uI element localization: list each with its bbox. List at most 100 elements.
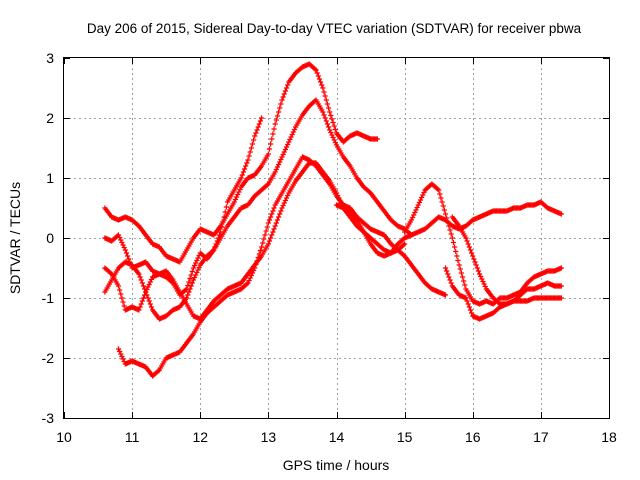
y-axis-label: SDTVAR / TECUs [7,182,23,294]
data-point [121,303,127,309]
data-point [266,146,273,152]
data-point [420,192,426,198]
data-point [238,175,244,181]
data-point [469,310,475,316]
data-point [409,214,416,221]
data-point [241,166,248,172]
data-point [411,212,417,218]
data-point [283,195,290,201]
data-point [195,255,201,261]
data-point [258,244,265,250]
data-point [289,131,295,138]
data-point [120,299,126,305]
series-1 [102,61,380,265]
series-6 [333,199,564,259]
data-point [189,280,195,286]
data-point [265,151,271,157]
data-point [121,244,127,251]
data-point [455,257,461,264]
data-point [136,271,142,277]
data-point [413,207,419,213]
data-point [249,141,256,147]
data-point [119,239,125,246]
data-point [280,202,286,209]
data-point [450,239,457,246]
data-point [117,348,123,355]
data-point [223,204,229,210]
data-point [290,129,296,135]
data-point [330,134,336,141]
x-tick-label: 13 [261,429,277,445]
data-point [316,76,323,82]
data-point [216,232,223,238]
data-layer [102,61,564,379]
data-point [119,295,125,301]
data-point [402,241,408,247]
data-point [314,70,320,76]
data-point [467,247,474,253]
data-point [120,242,126,248]
data-point [324,121,331,127]
data-point [281,200,287,206]
data-point [474,265,480,271]
data-point [475,268,482,274]
data-point [332,126,338,133]
data-point [325,124,332,130]
x-axis-label: GPS time / hours [283,457,390,473]
data-point [257,118,264,124]
data-point [118,237,124,243]
data-point [331,123,337,129]
data-point [447,227,453,233]
data-point [193,272,199,278]
y-tick-label: 1 [46,170,54,186]
data-point [274,217,281,223]
data-point [558,283,564,289]
data-point [147,279,153,285]
data-point [212,244,218,250]
data-point [253,130,259,136]
data-point [256,121,262,127]
data-point [246,153,252,159]
data-point [219,224,225,230]
series-4 [102,160,408,322]
data-point [115,346,122,352]
data-point [190,265,197,271]
data-point [148,304,155,310]
series-3 [115,154,449,379]
data-point [327,127,333,133]
data-point [446,223,452,229]
data-point [444,268,450,274]
data-point [137,304,143,310]
data-point [245,157,251,163]
data-point [414,204,420,211]
data-point [313,67,319,73]
data-point [140,295,147,301]
y-tick-label: 0 [46,230,54,246]
data-point [139,298,145,304]
data-point [274,113,281,119]
data-point [232,196,239,203]
data-point [480,278,486,285]
data-point [261,236,267,242]
data-point [279,97,285,103]
data-point [138,301,144,307]
data-point [146,281,152,288]
series-2 [102,97,415,322]
data-point [416,199,422,206]
data-point [257,247,264,254]
data-point [437,191,443,197]
data-point [442,211,449,217]
data-point [247,149,253,155]
data-point [283,85,290,91]
data-point [448,231,454,237]
data-point [142,292,148,298]
data-point [240,169,246,175]
data-point [329,116,335,122]
x-tick-label: 12 [192,429,208,445]
data-point [185,292,191,298]
x-tick-label: 14 [329,429,345,445]
data-point [269,136,275,142]
data-point [442,292,449,298]
data-point [270,229,276,235]
data-point [184,286,190,292]
